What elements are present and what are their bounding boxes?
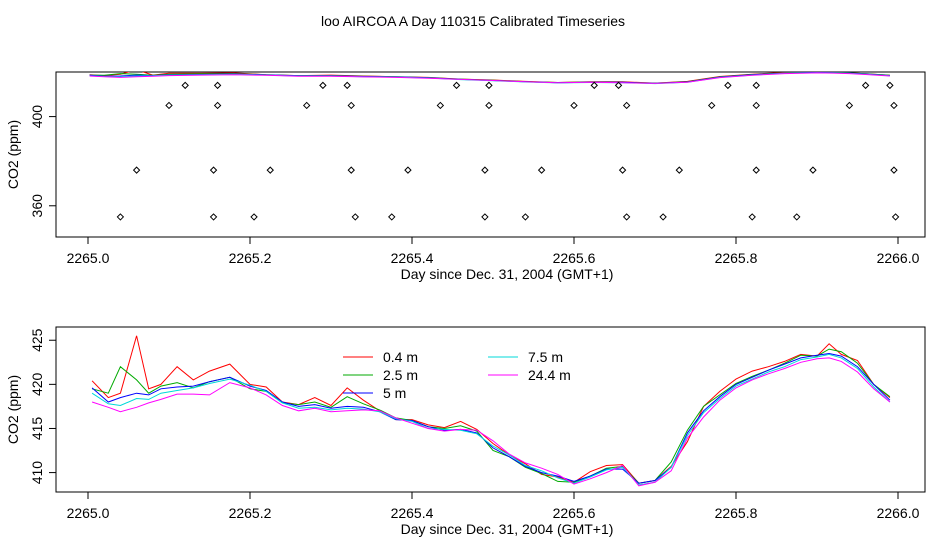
calibration-point [886,81,894,90]
y-tick-label: 415 [29,417,45,441]
calibration-point [622,213,631,221]
calibration-point [481,213,489,221]
calibration-point [537,166,546,174]
x-tick-label: 2266.0 [877,505,920,521]
calibration-point [622,101,631,110]
series-line-5-m [91,352,891,484]
legend-label: 2.5 m [383,367,418,383]
calibration-point [165,101,173,110]
calibration-point [590,81,598,90]
legend-label: 5 m [383,385,406,401]
legend-label: 0.4 m [383,349,418,365]
plot-area [91,335,891,487]
x-tick-label: 2265.0 [67,250,110,266]
x-tick-label: 2265.4 [391,505,434,521]
calibration-point [707,101,716,110]
calibration-point [890,166,898,174]
calibration-point [890,101,898,110]
calibration-point [618,166,627,174]
x-tick-label: 2265.4 [391,250,434,266]
x-tick-label: 2265.0 [67,505,110,521]
calibration-point [793,213,801,221]
calibration-point [748,213,756,221]
calibration-point [343,81,351,90]
calibration-point [485,81,493,90]
calibration-point [302,101,311,110]
calibration-point [724,81,732,90]
series-line-0-4-m [91,335,891,484]
calibration-point [891,213,900,221]
x-tick-label: 2266.0 [877,250,920,266]
calibration-point [570,101,578,110]
calibration-point [485,101,493,110]
x-tick-label: 2265.8 [715,505,758,521]
calibration-point [388,213,396,221]
series-line-ff00ff [89,72,890,84]
calibration-point [209,166,218,174]
calibration-point [809,166,817,174]
calibration-point [752,101,760,110]
y-tick-label: 400 [29,105,45,129]
calibration-point [347,166,355,174]
plot-frame [55,71,926,238]
series-line-24-4-m [91,357,891,487]
calibration-point [752,81,760,90]
plot-area [89,72,890,85]
calibration-point [266,166,274,174]
y-tick-label: 420 [29,372,45,396]
calibration-point [116,213,125,221]
legend: 0.4 m 2.5 m 5 m 7.5 m 24.4 m [343,349,571,401]
calibration-point [436,101,445,110]
x-tick-label: 2265.6 [553,505,596,521]
calibration-point [659,213,667,221]
calibration-point [404,166,412,174]
timeseries-panel: 2265.0 2265.2 2265.4 2265.6 2265.8 2266.0 410 4… [5,326,926,537]
calibration-point [250,213,258,221]
calibration-point [861,81,870,90]
y-axis-label: CO2 (ppm) [5,120,21,189]
calibration-point [132,166,141,174]
calibration-point [213,101,222,110]
series-line-7-5-m [91,353,891,486]
plot-frame [55,326,926,493]
calibration-point [452,81,461,90]
calibration-point [752,166,760,174]
y-tick-label: 410 [29,461,45,485]
x-tick-label: 2265.6 [553,250,596,266]
calibration-point [213,81,222,90]
calibration-point [351,213,360,221]
x-tick-label: 2265.8 [715,250,758,266]
x-axis-label: Day since Dec. 31, 2004 (GMT+1) [401,521,614,537]
calibration-point [521,213,530,221]
y-tick-label: 425 [29,328,45,352]
calibration-point [319,81,327,90]
y-tick-label: 360 [29,194,45,218]
x-tick-label: 2265.2 [229,505,272,521]
figure-title: loo AIRCOA A Day 110315 Calibrated Times… [321,13,625,29]
calibration-panel: 2265.0 2265.2 2265.4 2265.6 2265.8 2266.0 360 4… [5,71,926,282]
calibration-point [845,101,854,110]
calibration-point [481,166,489,174]
x-axis-label: Day since Dec. 31, 2004 (GMT+1) [401,266,614,282]
legend-label: 24.4 m [528,367,571,383]
legend-label: 7.5 m [528,349,563,365]
calibration-point [614,81,623,90]
x-tick-label: 2265.2 [229,250,272,266]
calibration-point [181,81,189,90]
calibration-point [675,166,684,174]
calibration-point [209,213,218,221]
y-axis-label: CO2 (ppm) [5,375,21,444]
calibration-point [347,101,355,110]
